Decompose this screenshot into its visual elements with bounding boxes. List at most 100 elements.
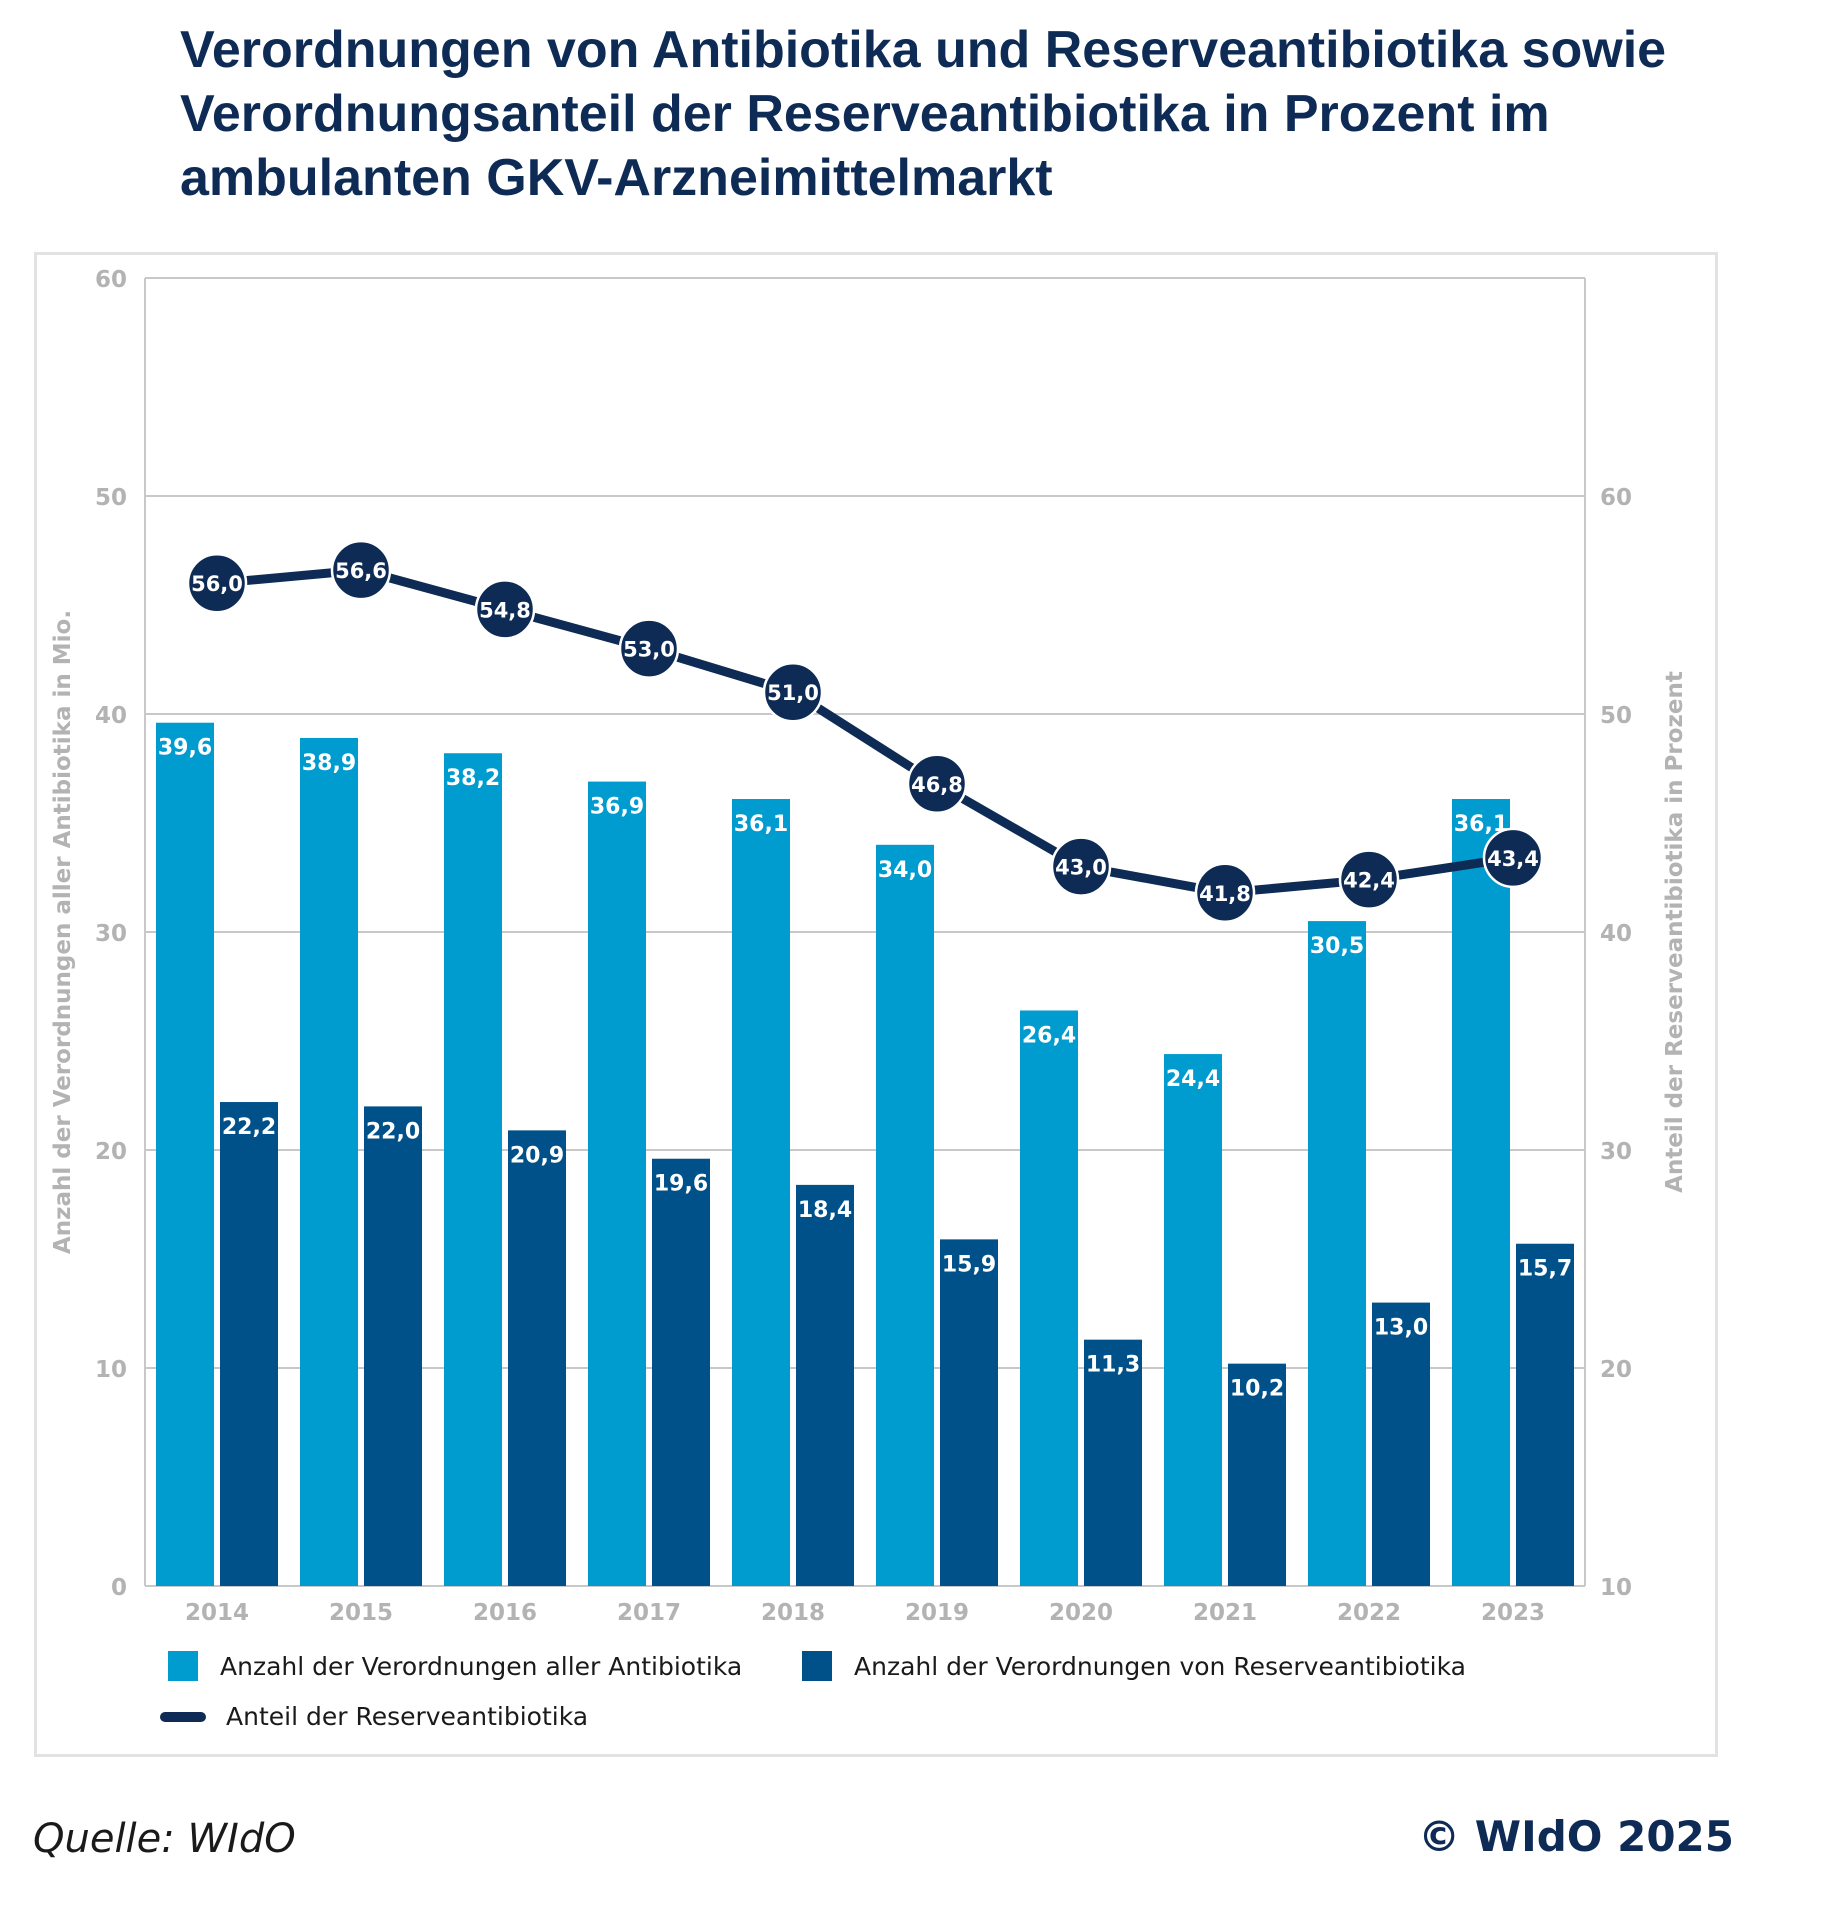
y-tick-label: 30 [95, 921, 127, 947]
legend-item-reserve-antibiotics: Anzahl der Verordnungen von Reserveantib… [802, 1651, 1466, 1681]
y2-tick-label: 20 [1600, 1357, 1632, 1383]
data-label-reserve-antibiotics: 13,0 [1374, 1316, 1428, 1341]
data-label-reserve-antibiotics: 18,4 [798, 1198, 852, 1223]
share-point [1050, 836, 1112, 897]
share-point [1482, 827, 1544, 889]
legend-label-share: Anteil der Reserveantibiotika [226, 1702, 589, 1731]
data-label-all-antibiotics: 26,4 [1022, 1023, 1076, 1048]
data-label-share: 53,0 [623, 638, 675, 662]
share-point [906, 753, 968, 815]
bar-all-antibiotics [1020, 1010, 1078, 1586]
legend-item-share: Anteil der Reserveantibiotika [160, 1702, 588, 1731]
share-point [762, 661, 824, 723]
y-axis-title: Anzahl der Verordnungen aller Antibiotik… [50, 610, 76, 1254]
bar-all-antibiotics [1308, 921, 1366, 1586]
bar-all-antibiotics [588, 781, 646, 1586]
x-tick-label: 2022 [1337, 1600, 1401, 1626]
data-label-reserve-antibiotics: 15,7 [1518, 1257, 1572, 1282]
y-tick-label: 50 [95, 485, 127, 511]
bar-reserve-antibiotics [940, 1239, 998, 1586]
bar-reserve-antibiotics [364, 1106, 422, 1586]
data-label-reserve-antibiotics: 15,9 [942, 1252, 996, 1277]
data-label-all-antibiotics: 36,1 [1454, 812, 1508, 837]
y-tick-label: 0 [111, 1575, 127, 1601]
y-tick-label: 40 [95, 703, 127, 729]
bar-all-antibiotics [300, 737, 358, 1586]
data-label-all-antibiotics: 34,0 [878, 858, 932, 883]
data-label-all-antibiotics: 30,5 [1310, 934, 1364, 959]
data-label-all-antibiotics: 36,1 [734, 812, 788, 837]
data-label-share: 42,4 [1343, 869, 1395, 893]
x-tick-label: 2015 [329, 1600, 393, 1626]
legend-swatch-all-antibiotics [168, 1651, 198, 1681]
chart-title: Verordnungen von Antibiotika und Reserve… [180, 21, 1667, 207]
share-line [212, 565, 1518, 898]
data-label-share: 41,8 [1199, 882, 1251, 906]
data-label-all-antibiotics: 24,4 [1166, 1067, 1220, 1092]
bar-all-antibiotics [732, 799, 790, 1586]
bar-reserve-antibiotics [1516, 1243, 1574, 1586]
data-label-share: 43,4 [1487, 847, 1539, 871]
bar-reserve-antibiotics [1228, 1363, 1286, 1586]
bar-all-antibiotics [1452, 799, 1510, 1586]
data-label-share: 54,8 [479, 598, 531, 622]
legend-swatch-reserve-antibiotics [802, 1651, 832, 1681]
data-label-share: 51,0 [767, 681, 819, 705]
source-note: Quelle: WIdO [33, 1816, 296, 1862]
data-label-all-antibiotics: 39,6 [158, 736, 212, 761]
legend-label-reserve-antibiotics: Anzahl der Verordnungen von Reserveantib… [854, 1651, 1466, 1681]
y2-tick-label: 40 [1600, 921, 1632, 947]
x-tick-label: 2020 [1049, 1600, 1113, 1626]
line-layer [186, 539, 1544, 924]
bars-layer [156, 722, 1574, 1586]
data-label-all-antibiotics: 38,9 [302, 751, 356, 776]
legend-swatch-share [160, 1711, 206, 1722]
legend-item-all-antibiotics: Anzahl der Verordnungen aller Antibiotik… [168, 1651, 742, 1681]
y-tick-label: 60 [95, 267, 127, 293]
x-tick-label: 2021 [1193, 1600, 1257, 1626]
bar-reserve-antibiotics [508, 1130, 566, 1586]
y-tick-label: 10 [95, 1357, 127, 1383]
bar-all-antibiotics [444, 753, 502, 1586]
data-label-reserve-antibiotics: 22,2 [222, 1115, 276, 1140]
bar-reserve-antibiotics [220, 1102, 278, 1586]
bar-reserve-antibiotics [1084, 1339, 1142, 1586]
y2-tick-label: 30 [1600, 1139, 1632, 1165]
data-label-all-antibiotics: 36,9 [590, 795, 644, 820]
bar-all-antibiotics [1164, 1054, 1222, 1586]
data-label-share: 56,6 [335, 559, 387, 583]
share-point [1338, 849, 1400, 910]
data-label-reserve-antibiotics: 22,0 [366, 1119, 420, 1144]
data-label-reserve-antibiotics: 10,2 [1230, 1377, 1284, 1402]
bar-all-antibiotics [876, 844, 934, 1586]
y2-tick-label: 60 [1600, 485, 1632, 511]
grid-layer [144, 277, 1586, 1587]
data-label-share: 56,0 [191, 572, 243, 596]
x-tick-label: 2019 [905, 1600, 969, 1626]
y2-tick-label: 50 [1600, 703, 1632, 729]
x-tick-label: 2017 [617, 1600, 681, 1626]
bar-reserve-antibiotics [652, 1158, 710, 1586]
chart-frame [34, 252, 1718, 1757]
share-point [186, 552, 248, 614]
y-tick-label: 20 [95, 1139, 127, 1165]
share-point [330, 539, 392, 601]
x-tick-label: 2023 [1481, 1600, 1545, 1626]
x-tick-label: 2016 [473, 1600, 537, 1626]
y2-axis-title: Anteil der Reserveantibiotika in Prozent [1662, 671, 1688, 1193]
data-label-share: 46,8 [911, 773, 963, 797]
x-tick-label: 2014 [185, 1600, 249, 1626]
copyright-note: © WIdO 2025 [1418, 1812, 1734, 1861]
data-label-reserve-antibiotics: 19,6 [654, 1172, 708, 1197]
legend-label-all-antibiotics: Anzahl der Verordnungen aller Antibiotik… [220, 1651, 743, 1681]
y2-tick-label: 10 [1600, 1575, 1632, 1601]
share-point [474, 579, 536, 640]
data-label-reserve-antibiotics: 11,3 [1086, 1353, 1140, 1378]
share-point [618, 618, 680, 679]
bar-reserve-antibiotics [1372, 1302, 1430, 1586]
share-point [1194, 862, 1256, 924]
data-label-share: 43,0 [1055, 856, 1107, 880]
bar-reserve-antibiotics [796, 1184, 854, 1586]
text-layer: 0 10 20 30 40 50 60 10 20 30 40 50 60 Anzahl der Vero… [50, 267, 1688, 1626]
